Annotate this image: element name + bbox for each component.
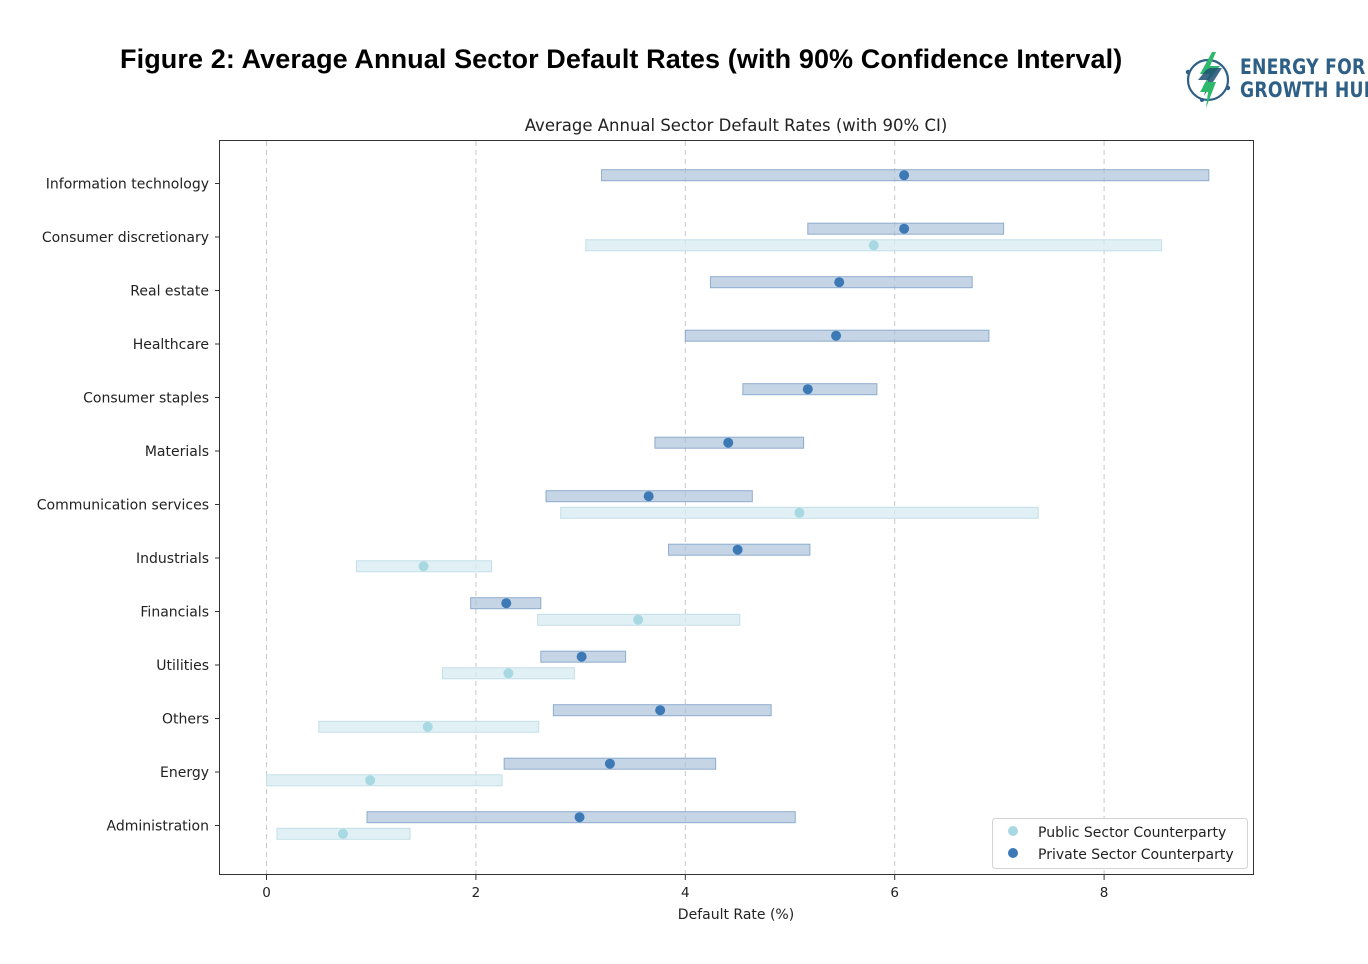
mean-point-private (576, 651, 587, 662)
y-tick-label: Financials (140, 605, 209, 621)
mean-point-private (899, 223, 910, 234)
chart-title: Average Annual Sector Default Rates (wit… (525, 116, 948, 135)
mean-point-private (604, 758, 615, 769)
logo-text-line2: GROWTH HUB (1240, 78, 1368, 102)
x-tick-label: 4 (681, 885, 690, 901)
mean-point-private (899, 170, 910, 181)
y-tick-label: Consumer discretionary (42, 230, 209, 246)
mean-point-private (643, 491, 654, 502)
ci-bar-public (266, 774, 503, 787)
y-axis: Information technology Consumer discretio… (37, 177, 220, 835)
legend-label-private: Private Sector Counterparty (1038, 847, 1234, 863)
x-axis: 0 2 4 6 8 (262, 875, 1108, 901)
y-tick-label: Healthcare (133, 337, 209, 353)
mean-point-public (365, 775, 376, 786)
y-tick-label: Communication services (37, 498, 209, 514)
x-axis-label: Default Rate (%) (678, 907, 794, 923)
energy-for-growth-hub-logo: ENERGY FOR GROWTH HUB (1180, 48, 1368, 112)
legend: Public Sector Counterparty Private Secto… (992, 818, 1248, 869)
mean-point-private (831, 330, 842, 341)
x-tick-label: 0 (262, 885, 271, 901)
mean-point-public (868, 240, 879, 251)
x-tick-label: 2 (472, 885, 481, 901)
mean-point-private (655, 705, 666, 716)
legend-marker-public (1008, 826, 1018, 836)
mean-point-private (802, 384, 813, 395)
mean-point-private (834, 277, 845, 288)
mean-point-private (723, 437, 734, 448)
mean-point-private (574, 812, 585, 823)
logo-emblem-icon (1185, 52, 1231, 108)
mean-point-public (418, 561, 429, 572)
mean-point-public (503, 668, 514, 679)
legend-label-public: Public Sector Counterparty (1038, 825, 1226, 841)
x-tick-label: 8 (1100, 885, 1109, 901)
y-tick-label: Information technology (46, 177, 209, 193)
ci-bars (266, 169, 1210, 840)
y-tick-label: Real estate (130, 284, 209, 300)
mean-point-private (732, 544, 743, 555)
legend-marker-private (1008, 848, 1018, 858)
logo-wordmark: ENERGY FOR GROWTH HUB (1240, 56, 1368, 102)
plot-frame (219, 140, 1254, 875)
legend-box (992, 818, 1248, 869)
mean-point-public (633, 614, 644, 625)
mean-point-private (501, 598, 512, 609)
y-tick-label: Consumer staples (83, 391, 209, 407)
y-tick-label: Energy (160, 765, 209, 781)
mean-point-public (794, 507, 805, 518)
mean-point-public (337, 828, 348, 839)
y-tick-label: Administration (107, 819, 209, 835)
y-tick-label: Industrials (136, 551, 209, 567)
logo-text-line1: ENERGY FOR (1240, 55, 1366, 79)
mean-points (337, 170, 910, 839)
y-tick-label: Materials (145, 444, 209, 460)
y-tick-label: Others (162, 712, 209, 728)
y-tick-label: Utilities (156, 658, 209, 674)
mean-point-public (422, 721, 433, 732)
figure-title: Figure 2: Average Annual Sector Default … (120, 44, 1123, 74)
x-tick-label: 6 (890, 885, 899, 901)
